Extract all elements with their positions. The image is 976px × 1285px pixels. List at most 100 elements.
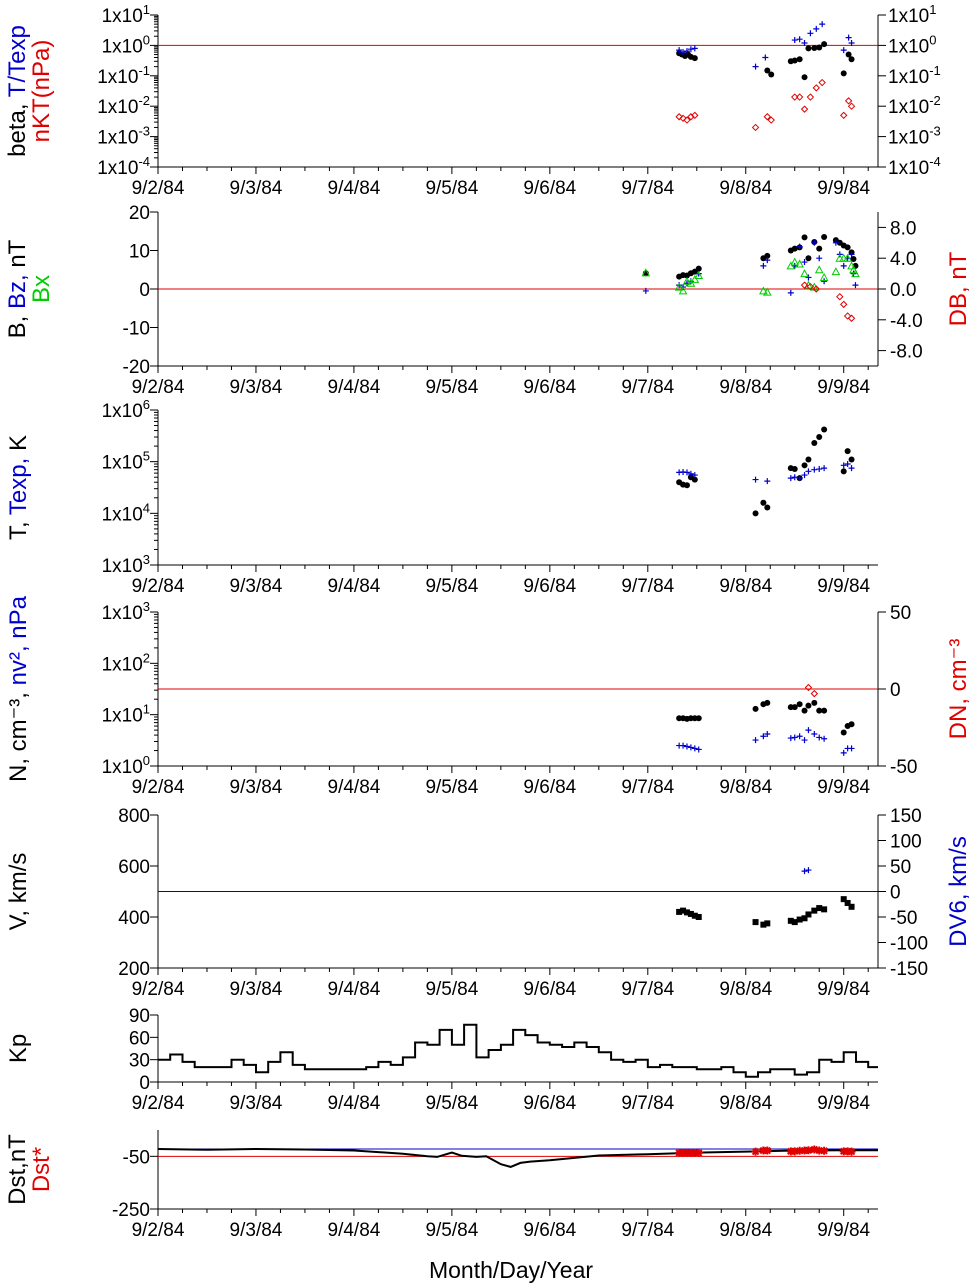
magnetic-field-data-point [695, 265, 702, 272]
beta-data-point [796, 36, 803, 43]
magnetic-field-data-point [787, 289, 794, 296]
velocity-x-tick-label: 9/6/84 [523, 979, 576, 1000]
velocity-data-point [676, 908, 683, 915]
magnetic-field-y-axis-title: B, Bz, nT [4, 239, 31, 338]
beta-x-tick-label: 9/9/84 [817, 178, 870, 199]
dst-y-axis-title: Dst,nT [4, 1134, 31, 1205]
temperature-data-point [821, 426, 828, 433]
dst-data-point [751, 1147, 760, 1156]
temperature-x-tick-label: 9/2/84 [132, 576, 185, 597]
magnetic-field-data-point [821, 234, 828, 241]
density-right-y-tick-label: 0 [890, 680, 901, 701]
beta-data-point [767, 116, 775, 124]
magnetic-field-data-point [814, 265, 824, 274]
beta-x-tick-label: 9/2/84 [132, 178, 185, 199]
beta-data-point [811, 45, 818, 52]
temperature-x-tick-label: 9/5/84 [425, 576, 478, 597]
beta-data-point [848, 39, 855, 46]
beta-data-point [840, 111, 848, 120]
beta-data-point [762, 54, 769, 61]
temperature-data-point [840, 462, 847, 469]
beta-y-tick-label: 1x10-4 [97, 154, 150, 179]
density-data-point [810, 689, 819, 698]
beta-data-point [795, 93, 804, 101]
beta-data-point [683, 116, 691, 124]
magnetic-field-data-point [678, 286, 688, 295]
temperature-data-point [791, 474, 798, 481]
temperature-x-tick-label: 9/3/84 [230, 576, 283, 597]
temperature-y-tick-label: 1x105 [102, 449, 150, 474]
kp-x-tick-label: 9/6/84 [523, 1093, 576, 1114]
magnetic-field-y-tick-label: -20 [123, 357, 150, 378]
beta-x-tick-label: 9/5/84 [425, 178, 478, 199]
magnetic-field-data-point [674, 282, 684, 291]
beta-y-axis-title: nKT(nPa) [28, 40, 55, 143]
beta-y-tick-label: 1x101 [102, 2, 150, 27]
velocity-x-tick-label: 9/2/84 [132, 979, 185, 1000]
magnetic-field-right-y-tick-label: -4.0 [890, 311, 923, 332]
velocity-data-point [791, 919, 798, 926]
temperature-data-point [805, 468, 812, 475]
density-y-tick-label: 1x100 [102, 753, 150, 778]
beta-data-point [805, 45, 812, 52]
temperature-x-tick-label: 9/9/84 [817, 576, 870, 597]
dst-data-point [694, 1148, 703, 1157]
temperature-data-point [787, 475, 794, 482]
beta-data-point [821, 41, 828, 48]
magnetic-field-data-point [791, 245, 798, 252]
beta-y-tick-label: 1x10-2 [97, 93, 150, 118]
temperature-data-point [848, 465, 855, 472]
density-data-point [764, 731, 771, 738]
density-x-tick-label: 9/3/84 [230, 777, 283, 798]
beta-right-y-tick-label: 1x101 [888, 2, 936, 27]
magnetic-field-data-point [840, 300, 848, 309]
beta-data-point [679, 114, 687, 123]
velocity-data-point [680, 907, 687, 914]
dst-x-tick-label: 9/8/84 [719, 1220, 772, 1241]
density-data-point [680, 742, 687, 749]
magnetic-field-right-y-tick-label: 4.0 [890, 249, 916, 270]
beta-data-point [752, 63, 759, 70]
velocity-data-point [695, 914, 702, 920]
density-data-point [840, 749, 847, 756]
density-data-point [821, 735, 828, 742]
beta-y-tick-label: 1x10-3 [97, 124, 150, 149]
beta-data-point [819, 21, 826, 28]
velocity-data-point [816, 905, 823, 912]
density-data-point [805, 727, 812, 734]
temperature-data-point [848, 456, 855, 463]
velocity-data-point [760, 921, 767, 928]
magnetic-field-data-point [805, 274, 812, 281]
density-x-tick-label: 9/5/84 [425, 777, 478, 798]
magnetic-field-data-point [851, 269, 860, 278]
temperature-y-tick-label: 1x106 [102, 397, 150, 422]
temperature-x-tick-label: 9/4/84 [328, 576, 381, 597]
beta-data-point [840, 70, 847, 77]
beta-data-point [812, 84, 820, 92]
magnetic-field-y-tick-label: 20 [129, 203, 150, 224]
temperature-data-point [691, 472, 698, 479]
density-x-tick-label: 9/9/84 [817, 777, 870, 798]
velocity-x-tick-label: 9/4/84 [328, 979, 381, 1000]
temperature-data-point [844, 461, 851, 468]
beta-data-point [791, 37, 798, 44]
kp-series-line [158, 1023, 878, 1078]
magnetic-field-data-point [852, 282, 859, 289]
dst-data-point [810, 1145, 819, 1154]
magnetic-field-data-point [796, 243, 803, 250]
density-data-point [840, 729, 847, 736]
magnetic-field-x-tick-label: 9/9/84 [817, 377, 870, 398]
velocity-data-point [840, 896, 847, 903]
density-data-point [695, 746, 702, 753]
velocity-x-tick-label: 9/3/84 [230, 979, 283, 1000]
velocity-x-tick-label: 9/7/84 [621, 979, 674, 1000]
dst-data-point [790, 1147, 799, 1156]
magnetic-field-data-point [850, 255, 857, 262]
density-data-point [801, 737, 808, 744]
density-data-point [848, 721, 855, 728]
kp-x-tick-label: 9/9/84 [817, 1093, 870, 1114]
kp-y-axis-title: Kp [5, 1034, 32, 1063]
density-data-point [848, 745, 855, 752]
beta-data-point [847, 102, 856, 110]
velocity-right-y-tick-label: -150 [890, 959, 928, 980]
